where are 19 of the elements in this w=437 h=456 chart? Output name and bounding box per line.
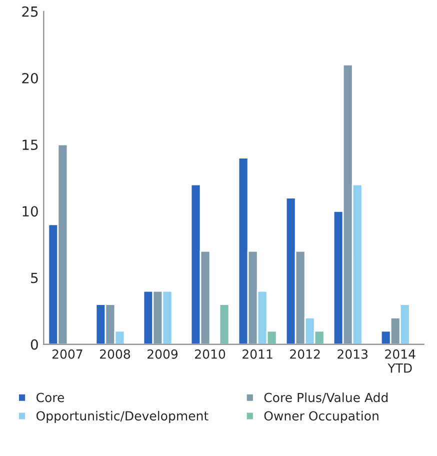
- legend-label: Owner Occupation: [264, 410, 378, 423]
- x-tick-label: 2007: [52, 349, 82, 359]
- x-tick-label: 2013: [338, 349, 368, 359]
- y-tick-label: 10: [22, 206, 38, 217]
- x-tick-label: 2010: [195, 349, 226, 359]
- x-tick-label: 2014 YTD: [385, 349, 416, 373]
- legend-label: Core: [36, 392, 64, 402]
- y-tick-label: 5: [31, 272, 38, 284]
- y-tick-label: 0: [30, 339, 38, 350]
- legend-label: Core Plus/Value Add: [264, 392, 388, 404]
- x-tick-label: 2008: [100, 349, 130, 359]
- legend-label: Opportunistic/Development: [36, 410, 208, 423]
- x-tick-label: 2012: [290, 349, 320, 359]
- bar: [218, 304, 230, 344]
- x-tick-label: 2009: [148, 349, 178, 359]
- y-tick-label: 25: [22, 6, 38, 17]
- y-tick-label: 20: [22, 72, 38, 84]
- y-tick-label: 15: [22, 140, 38, 150]
- x-tick-label: 2011: [242, 349, 272, 359]
